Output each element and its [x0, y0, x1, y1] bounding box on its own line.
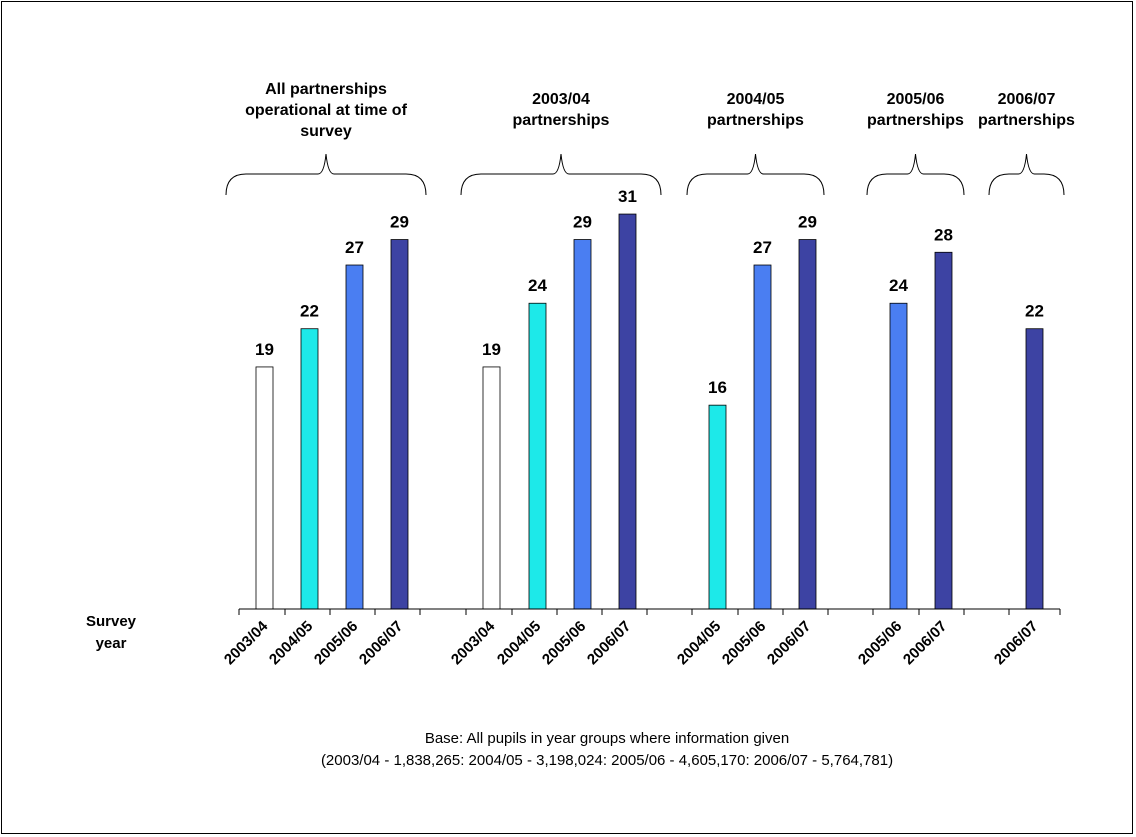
- value-label: 27: [345, 238, 364, 257]
- bar-2006-07: [618, 213, 637, 610]
- x-tick-label: 2005/06: [855, 618, 905, 668]
- group-title-line: 2003/04: [532, 91, 590, 108]
- bar-2005-06: [573, 239, 592, 610]
- bar-2004-05: [708, 404, 727, 610]
- x-tick-label: 2006/07: [584, 618, 634, 668]
- bar-2006-07: [934, 251, 953, 610]
- x-tick-label: 2005/06: [311, 618, 361, 668]
- group-title-line: operational at time of: [245, 102, 407, 119]
- group-title-line: partnerships: [978, 112, 1075, 129]
- group-title-line: 2006/07: [998, 91, 1056, 108]
- group-title-line: partnerships: [867, 112, 964, 129]
- value-label: 16: [708, 378, 727, 397]
- x-axis-title: Survey year: [86, 613, 137, 652]
- group-brace: [866, 153, 965, 196]
- value-labels: 19 22 27 29 19 24 29 31 16 27 29 24 28 22: [255, 187, 1044, 397]
- group-brace: [686, 153, 825, 196]
- value-label: 24: [528, 276, 547, 295]
- value-label: 29: [798, 213, 817, 232]
- value-label: 31: [618, 187, 637, 206]
- value-label: 19: [482, 340, 501, 359]
- bar-2004-05: [528, 302, 547, 610]
- bars: [255, 213, 1044, 610]
- bar-2006-07: [1025, 328, 1044, 610]
- value-label: 27: [753, 238, 772, 257]
- group-brace: [225, 153, 427, 196]
- value-label: 29: [573, 213, 592, 232]
- value-label: 19: [255, 340, 274, 359]
- x-tick-label: 2006/07: [356, 618, 406, 668]
- x-tick-label: 2003/04: [221, 617, 272, 668]
- bar-2005-06: [889, 302, 908, 610]
- footnote-line: (2003/04 - 1,838,265: 2004/05 - 3,198,02…: [321, 752, 893, 769]
- group-title-line: partnerships: [707, 112, 804, 129]
- bar-2003-04: [482, 366, 501, 610]
- group-title-line: partnerships: [513, 112, 610, 129]
- x-tick-label: 2005/06: [719, 618, 769, 668]
- bar-2006-07: [390, 239, 409, 610]
- footnote-line: Base: All pupils in year groups where in…: [425, 730, 789, 747]
- group-title-line: 2004/05: [727, 91, 785, 108]
- group-braces: [225, 153, 1065, 196]
- value-label: 28: [934, 225, 953, 244]
- x-tick-label: 2003/04: [448, 617, 499, 668]
- value-label: 22: [1025, 302, 1044, 321]
- x-tick-label: 2006/07: [764, 618, 814, 668]
- bar-2004-05: [300, 328, 319, 610]
- bar-2003-04: [255, 366, 274, 610]
- group-brace: [460, 153, 662, 196]
- group-titles: All partnerships operational at time of su…: [245, 81, 1075, 140]
- x-tick-label: 2004/05: [674, 618, 724, 668]
- value-label: 29: [390, 213, 409, 232]
- bar-2005-06: [753, 264, 772, 610]
- group-title-line: survey: [300, 123, 352, 140]
- group-brace: [988, 153, 1065, 196]
- group-title-line: All partnerships: [265, 81, 387, 98]
- value-label: 24: [889, 276, 908, 295]
- x-tick-label: 2006/07: [991, 618, 1041, 668]
- bar-2006-07: [798, 239, 817, 610]
- x-tick-label: 2004/05: [266, 618, 316, 668]
- bar-2005-06: [345, 264, 364, 610]
- x-tick-label: 2005/06: [539, 618, 589, 668]
- x-tick-label: 2006/07: [900, 618, 950, 668]
- footnote: Base: All pupils in year groups where in…: [321, 730, 893, 769]
- x-axis: [238, 608, 1061, 615]
- group-title-line: 2005/06: [887, 91, 945, 108]
- value-label: 22: [300, 302, 319, 321]
- x-tick-label: 2004/05: [494, 618, 544, 668]
